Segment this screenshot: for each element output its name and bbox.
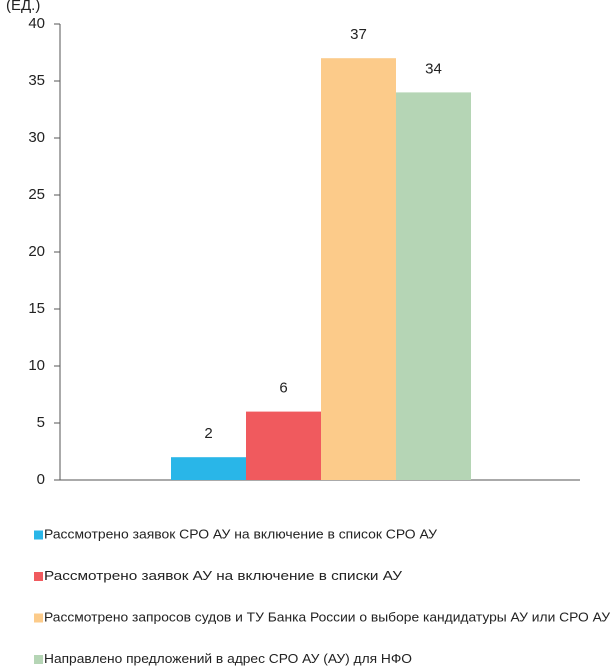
y-tick-label: 5: [37, 414, 45, 431]
y-tick-label: 35: [28, 72, 45, 89]
y-tick-label: 10: [28, 357, 45, 374]
bar: [321, 58, 396, 480]
value-label: 34: [425, 60, 442, 77]
legend-swatch: [34, 613, 43, 623]
y-tick-label: 40: [28, 15, 45, 32]
y-tick-label: 20: [28, 243, 45, 260]
bar: [246, 411, 321, 480]
y-unit: (ЕД.): [6, 0, 40, 14]
y-tick-label: 0: [37, 471, 45, 488]
bar: [396, 92, 471, 481]
legend-swatch: [34, 572, 43, 581]
value-label: 2: [204, 425, 212, 442]
bar: [171, 457, 246, 480]
y-tick-label: 15: [28, 300, 45, 317]
legend-swatch: [34, 655, 43, 664]
value-label: 37: [350, 26, 367, 43]
legend-label: Рассмотрено заявок АУ на включение в спи…: [44, 568, 403, 583]
y-tick-label: 25: [28, 186, 45, 203]
y-tick-label: 30: [28, 129, 45, 146]
value-label: 6: [279, 380, 287, 397]
legend-label: Рассмотрено запросов судов и ТУ Банка Ро…: [44, 609, 611, 624]
legend-label: Направлено предложений в адрес СРО АУ (А…: [44, 651, 412, 666]
legend-label: Рассмотрено заявок СРО АУ на включение в…: [44, 526, 438, 541]
legend-swatch: [34, 530, 43, 540]
